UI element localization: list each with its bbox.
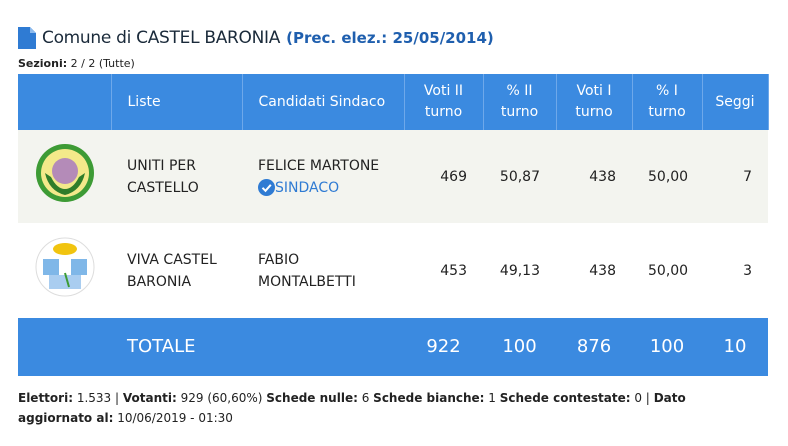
value-cell: 50,00 bbox=[632, 223, 702, 318]
column-header: Voti II turno bbox=[404, 74, 484, 130]
check-icon bbox=[258, 179, 275, 196]
total-value: 10 bbox=[702, 318, 768, 376]
footer-value: 0 | bbox=[634, 391, 650, 405]
list-logo bbox=[35, 144, 94, 202]
logo-cell bbox=[18, 223, 111, 318]
header-row: Liste Candidati Sindaco Voti II turno% II … bbox=[18, 74, 769, 130]
list-name: VIVA CASTEL BARONIA bbox=[111, 223, 242, 318]
footer-value: 1.533 | bbox=[76, 391, 120, 405]
footer-value: 929 (60,60%) bbox=[180, 391, 263, 405]
total-spacer bbox=[18, 318, 111, 376]
sections: Sezioni: 2 / 2 (Tutte) bbox=[18, 57, 135, 70]
candidate-name: FELICE MARTONE bbox=[258, 157, 380, 174]
value-cell: 49,13 bbox=[483, 223, 556, 318]
list-name: UNITI PER CASTELLO bbox=[111, 130, 242, 223]
value-cell: 50,00 bbox=[632, 130, 702, 223]
footer-label: Schede contestate: bbox=[499, 391, 631, 405]
list-row: UNITI PER CASTELLO FELICE MARTONE SINDACO 4… bbox=[18, 130, 768, 223]
total-row: TOTALE 922 100 876 100 10 bbox=[18, 318, 768, 376]
logo-cell bbox=[18, 130, 111, 223]
value-cell: 438 bbox=[556, 130, 632, 223]
total-value: 922 bbox=[404, 318, 483, 376]
logo-header bbox=[18, 74, 112, 130]
list-logo bbox=[35, 237, 94, 297]
footer-value: 10/06/2019 - 01:30 bbox=[117, 411, 233, 425]
column-header: Voti I turno bbox=[556, 74, 633, 130]
value-cell: 438 bbox=[556, 223, 632, 318]
sections-value: 2 / 2 (Tutte) bbox=[70, 57, 135, 70]
badge-text: SINDACO bbox=[275, 179, 340, 196]
footer: Elettori: 1.533 | Votanti: 929 (60,60%) … bbox=[18, 388, 718, 428]
column-header: Candidati Sindaco bbox=[242, 74, 405, 130]
total-value: 876 bbox=[556, 318, 632, 376]
mayor-badge: SINDACO bbox=[258, 177, 388, 199]
title: Comune di CASTEL BARONIA bbox=[42, 28, 281, 48]
footer-value: 1 bbox=[488, 391, 496, 405]
column-header: Liste bbox=[111, 74, 243, 130]
subtitle: (Prec. elez.: 25/05/2014) bbox=[286, 29, 494, 47]
footer-label: Schede nulle: bbox=[266, 391, 358, 405]
total-value: 100 bbox=[483, 318, 556, 376]
footer-label: Votanti: bbox=[122, 391, 177, 405]
total-label: TOTALE bbox=[111, 318, 404, 376]
column-header: Seggi bbox=[702, 74, 769, 130]
column-header: % I turno bbox=[632, 74, 703, 130]
value-cell: 3 bbox=[702, 223, 768, 318]
candidate-cell: FABIO MONTALBETTI bbox=[242, 223, 404, 318]
column-header: % II turno bbox=[483, 74, 557, 130]
footer-label: Elettori: bbox=[18, 391, 73, 405]
sections-label: Sezioni: bbox=[18, 57, 68, 70]
value-cell: 453 bbox=[404, 223, 483, 318]
footer-label: Schede bianche: bbox=[373, 391, 485, 405]
results-table: Liste Candidati Sindaco Voti II turno% II … bbox=[18, 74, 769, 376]
candidate-cell: FELICE MARTONE SINDACO bbox=[242, 130, 404, 223]
value-cell: 469 bbox=[404, 130, 483, 223]
value-cell: 50,87 bbox=[483, 130, 556, 223]
title-bar: Comune di CASTEL BARONIA (Prec. elez.: 2… bbox=[18, 26, 494, 50]
footer-label: Dato aggiornato al: bbox=[18, 391, 686, 425]
candidate-name: FABIO MONTALBETTI bbox=[258, 251, 356, 290]
list-row: VIVA CASTEL BARONIA FABIO MONTALBETTI 453 4… bbox=[18, 223, 768, 318]
value-cell: 7 bbox=[702, 130, 768, 223]
total-value: 100 bbox=[632, 318, 702, 376]
doc-icon bbox=[18, 27, 36, 49]
footer-value: 6 bbox=[361, 391, 370, 405]
